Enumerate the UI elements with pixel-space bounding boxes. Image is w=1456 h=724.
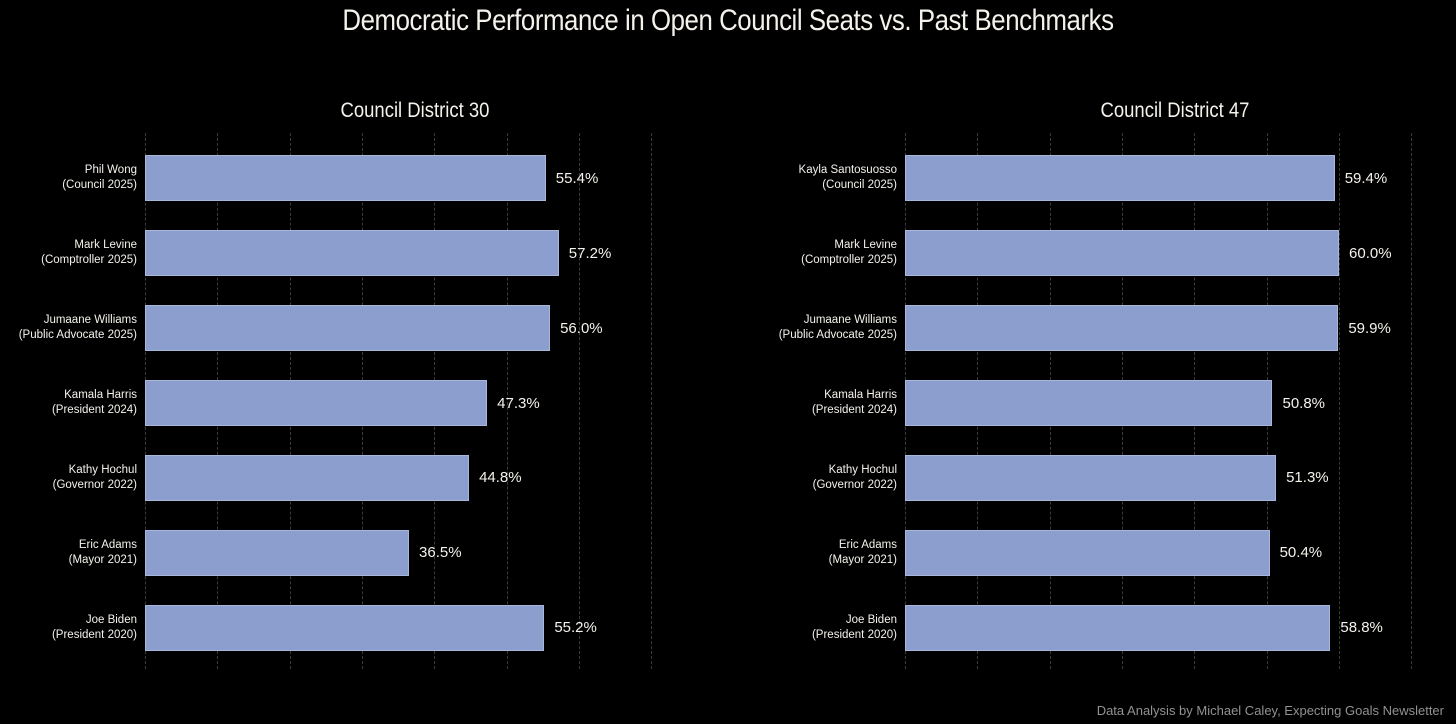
candidate-name: Kayla Santosuosso: [798, 164, 897, 177]
gridline: [651, 133, 653, 669]
bar-row: Phil Wong (Council 2025) 55.4%: [62, 141, 655, 216]
value-label: 51.3%: [1286, 469, 1329, 487]
candidate-name: Eric Adams: [78, 538, 137, 551]
office-year: (Mayor 2021): [68, 553, 137, 566]
candidate-name: Kamala Harris: [64, 389, 137, 401]
office-year: (President 2024): [811, 404, 897, 416]
plot-area-district-47: Kayla Santosuosso (Council 2025) 59.4% Mark…: [779, 133, 1415, 669]
bar: [905, 155, 1335, 202]
candidate-name: Mark Levine: [74, 239, 137, 252]
office-year: (Mayor 2021): [828, 553, 897, 566]
value-label: 59.4%: [1344, 169, 1388, 187]
value-label: 47.3%: [497, 394, 540, 412]
category-label: Mark Levine (Comptroller 2025): [0, 238, 137, 268]
value-label: 59.9%: [1348, 319, 1391, 337]
candidate-name: Mark Levine: [834, 239, 897, 252]
panel-title-district-47: Council District 47: [1100, 99, 1250, 122]
bar: [145, 454, 470, 501]
gridline: [579, 133, 581, 669]
office-year: (President 2020): [811, 628, 897, 641]
bar-row: Joe Biden (President 2020) 58.8%: [812, 590, 1415, 665]
credit-text: Data Analysis by Michael Caley, Expectin…: [1096, 703, 1444, 718]
value-label: 36.5%: [419, 544, 462, 562]
bar: [145, 305, 551, 352]
bar-row: Kathy Hochul (Governor 2022) 44.8%: [53, 440, 655, 515]
category-label: Jumaane Williams (Public Advocate 2025): [747, 313, 897, 343]
candidate-name: Phil Wong: [84, 164, 137, 177]
office-year: (Comptroller 2025): [41, 254, 137, 267]
category-label: Kamala Harris (President 2024): [747, 388, 897, 418]
bar: [905, 305, 1339, 352]
category-label: Kathy Hochul (Governor 2022): [747, 463, 897, 493]
bar-row: Kamala Harris (President 2024) 50.8%: [812, 366, 1415, 441]
candidate-name: Eric Adams: [838, 538, 897, 551]
candidate-name: Jumaane Williams: [43, 314, 137, 327]
gridline: [506, 133, 508, 669]
bar-row: Eric Adams (Mayor 2021) 50.4%: [829, 515, 1415, 590]
value-label: 55.4%: [555, 169, 599, 187]
office-year: (President 2020): [51, 628, 137, 641]
gridline: [1411, 133, 1413, 669]
value-label: 60.0%: [1349, 244, 1392, 262]
bar: [905, 529, 1270, 576]
category-label: Joe Biden (President 2020): [0, 613, 137, 643]
bar: [145, 529, 410, 576]
bar-row: Joe Biden (President 2020) 55.2%: [52, 590, 655, 665]
bar-rows: Phil Wong (Council 2025) 55.4% Mark Levine (…: [19, 133, 655, 669]
value-label: 58.8%: [1340, 619, 1383, 637]
value-label: 55.2%: [554, 619, 597, 637]
bar-row: Kayla Santosuosso (Council 2025) 59.4%: [799, 141, 1415, 216]
value-label: 50.8%: [1282, 394, 1326, 412]
category-label: Eric Adams (Mayor 2021): [747, 538, 897, 568]
value-label: 50.4%: [1279, 544, 1323, 562]
office-year: (Governor 2022): [52, 478, 137, 491]
bar: [145, 380, 488, 426]
bar: [905, 454, 1277, 501]
bar: [145, 230, 559, 277]
plot-area-district-30: Phil Wong (Council 2025) 55.4% Mark Levine (…: [19, 133, 655, 669]
candidate-name: Jumaane Williams: [803, 314, 897, 327]
bar-row: Mark Levine (Comptroller 2025) 57.2%: [41, 216, 655, 291]
bar-row: Kamala Harris (President 2024) 47.3%: [52, 366, 655, 441]
category-label: Phil Wong (Council 2025): [0, 163, 137, 193]
candidate-name: Joe Biden: [845, 613, 897, 626]
category-label: Kamala Harris (President 2024): [0, 388, 137, 418]
category-label: Kathy Hochul (Governor 2022): [0, 463, 137, 493]
bar-row: Jumaane Williams (Public Advocate 2025) 56…: [19, 291, 655, 366]
bar-row: Mark Levine (Comptroller 2025) 60.0%: [801, 216, 1415, 291]
bar: [905, 604, 1331, 651]
value-label: 56.0%: [560, 319, 603, 337]
bar-rows: Kayla Santosuosso (Council 2025) 59.4% Mark…: [779, 133, 1415, 669]
office-year: (Council 2025): [822, 179, 897, 192]
office-year: (Council 2025): [62, 179, 137, 192]
office-year: (Governor 2022): [812, 478, 897, 491]
bar: [145, 155, 546, 202]
candidate-name: Kathy Hochul: [828, 463, 897, 476]
office-year: (Public Advocate 2025): [18, 329, 137, 342]
candidate-name: Joe Biden: [85, 613, 137, 626]
bar: [905, 380, 1273, 426]
bar: [905, 230, 1340, 277]
candidate-name: Kamala Harris: [824, 389, 897, 401]
category-label: Jumaane Williams (Public Advocate 2025): [0, 313, 137, 343]
chart-title: Democratic Performance in Open Council S…: [342, 4, 1114, 37]
category-label: Joe Biden (President 2020): [747, 613, 897, 643]
candidate-name: Kathy Hochul: [68, 463, 137, 476]
office-year: (President 2024): [51, 404, 137, 416]
category-label: Eric Adams (Mayor 2021): [0, 538, 137, 568]
bar-row: Eric Adams (Mayor 2021) 36.5%: [69, 515, 655, 590]
gridline: [1339, 133, 1341, 669]
bar-row: Kathy Hochul (Governor 2022) 51.3%: [813, 440, 1415, 515]
office-year: (Public Advocate 2025): [778, 329, 897, 342]
value-label: 44.8%: [479, 469, 522, 487]
panel-title-district-30: Council District 30: [340, 99, 490, 122]
bar: [145, 604, 545, 651]
office-year: (Comptroller 2025): [801, 254, 897, 267]
bar-row: Jumaane Williams (Public Advocate 2025) 59…: [779, 291, 1415, 366]
category-label: Kayla Santosuosso (Council 2025): [747, 163, 897, 193]
category-label: Mark Levine (Comptroller 2025): [747, 238, 897, 268]
value-label: 57.2%: [568, 244, 612, 262]
